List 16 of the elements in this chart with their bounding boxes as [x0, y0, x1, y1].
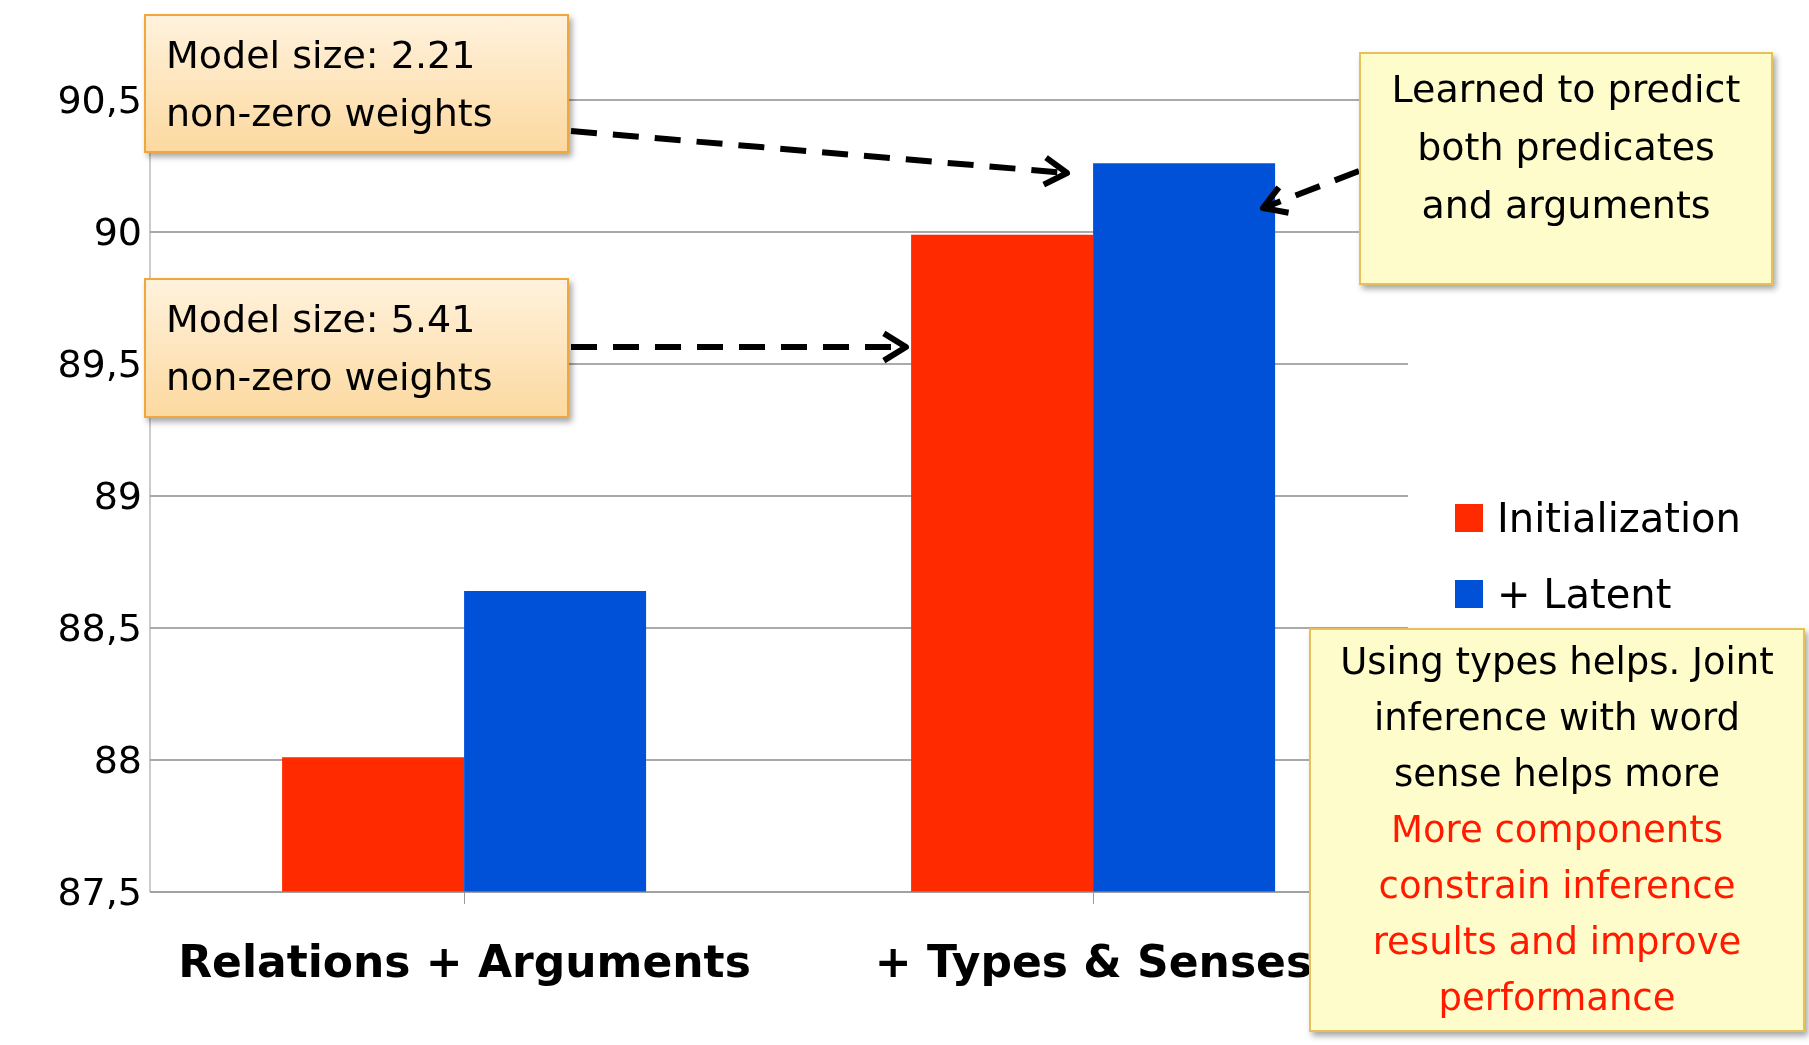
y-tick-label: 88	[93, 738, 142, 783]
legend-label: + Latent	[1497, 571, 1672, 617]
annotation: More components constrain inference results and improve performance	[1371, 807, 1743, 1021]
annotation: Learned to predict both predicates and arguments	[1359, 52, 1773, 285]
y-tick-label: 90,5	[57, 78, 142, 123]
x-tick-label: Relations + Arguments	[178, 936, 751, 988]
legend-label: Initialization	[1497, 495, 1741, 541]
y-tick-label: 90	[93, 210, 142, 255]
y-tick-label: 89,5	[57, 342, 142, 387]
annotation: Using types helps. Joint inference with word sense helps more	[1339, 639, 1775, 797]
y-tick-label: 87,5	[57, 870, 142, 915]
y-tick-label: 88,5	[57, 606, 142, 651]
annotation: Model size: 5.41 non-zero weights	[144, 278, 569, 418]
annotation: Model size: 2.21 non-zero weights	[144, 14, 569, 153]
y-tick-label: 89	[93, 474, 142, 519]
x-tick-label: + Types & Senses	[874, 936, 1313, 988]
